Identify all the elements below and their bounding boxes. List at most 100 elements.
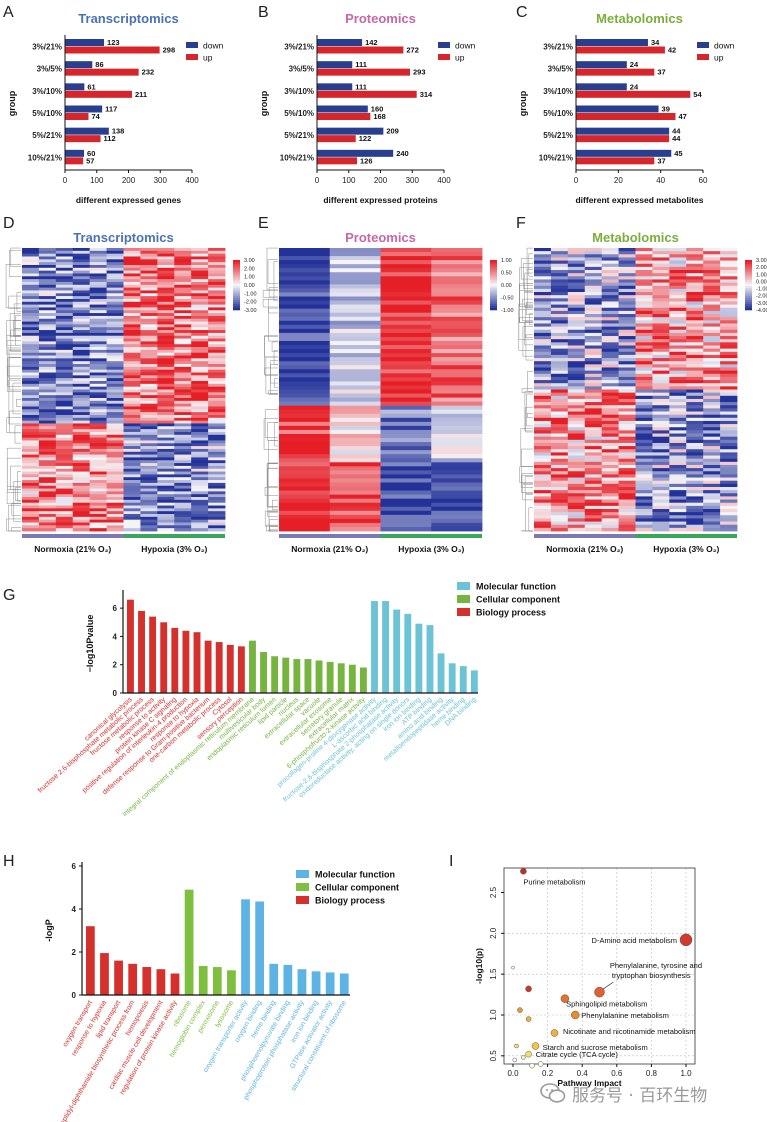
category-label: 3%/21%: [543, 43, 573, 52]
heat-cell: [567, 317, 586, 321]
heat-cell: [669, 257, 687, 261]
heat-cell: [55, 431, 74, 436]
heat-cell: [123, 437, 141, 441]
heat-cell: [720, 254, 738, 258]
heat-cell: [669, 477, 687, 482]
heat-cell: [601, 351, 619, 356]
heat-cell: [431, 514, 483, 520]
heat-cell: [38, 313, 57, 317]
heat-cell: [618, 455, 636, 460]
heat-cell: [106, 514, 124, 518]
heat-cell: [431, 268, 483, 273]
heat-cell: [618, 298, 636, 302]
bar-cc: [359, 667, 367, 693]
heat-cell: [686, 505, 704, 510]
heat-cell: [601, 354, 619, 359]
heat-cell: [635, 367, 653, 372]
x-tick-label: 0.0: [507, 1069, 519, 1078]
heat-cell: [55, 369, 74, 373]
heat-cell: [22, 281, 40, 286]
heat-cell: [584, 433, 603, 438]
heat-cell: [279, 288, 331, 293]
group-bar-normoxia: [279, 534, 381, 538]
heat-cell: [123, 364, 141, 368]
heat-cell: [618, 282, 636, 287]
heat-cell: [174, 400, 192, 405]
heat-cell: [123, 525, 141, 529]
heat-cell: [38, 298, 57, 303]
bar-bp: [156, 969, 166, 995]
x-tick-label: 200: [122, 176, 136, 185]
heat-cell: [720, 276, 738, 280]
heat-cell: [123, 423, 141, 427]
heat-cell: [22, 310, 40, 314]
heat-cell: [567, 490, 586, 494]
heat-cell: [72, 400, 91, 405]
heat-cell: [567, 452, 586, 456]
heat-cell: [22, 321, 40, 325]
heat-cell: [174, 468, 192, 472]
heat-cell: [72, 347, 91, 351]
heat-cell: [567, 512, 586, 516]
category-label: 3%/21%: [32, 43, 62, 52]
heat-cell: [584, 458, 603, 463]
heat-cell: [22, 318, 40, 322]
heat-cell: [635, 314, 653, 318]
heat-cell: [431, 498, 483, 504]
heat-cell: [534, 527, 552, 532]
heat-cell: [618, 405, 636, 409]
heat-cell: [55, 327, 74, 331]
bar-down: [65, 39, 105, 46]
x-tick-label: 0.8: [646, 1069, 658, 1078]
heat-cell: [140, 298, 158, 303]
scatter-point: [525, 1016, 532, 1022]
heat-cell: [55, 341, 74, 345]
heat-cell: [55, 264, 74, 269]
heat-cell: [208, 491, 226, 495]
heat-cell: [380, 373, 432, 378]
heat-cell: [208, 443, 226, 447]
heat-cell: [174, 264, 192, 269]
heat-cell: [431, 272, 483, 277]
heat-cell: [567, 496, 586, 500]
heat-cell: [174, 448, 192, 453]
heat-cell: [38, 296, 57, 300]
heat-cell: [618, 348, 636, 353]
heat-cell: [123, 296, 141, 300]
heat-cell: [652, 279, 670, 283]
heat-cell: [534, 483, 552, 488]
heat-cell: [72, 321, 91, 325]
heat-cell: [720, 248, 738, 252]
heat-cell: [89, 420, 107, 424]
heat-cell: [601, 307, 619, 312]
heat-cell: [174, 304, 192, 308]
chart-title: Proteomics: [345, 230, 416, 245]
heat-cell: [38, 293, 57, 297]
heat-cell: [686, 508, 704, 513]
heat-cell: [584, 292, 603, 296]
y-tick-label: 1.0: [489, 1009, 498, 1021]
heat-cell: [123, 505, 141, 509]
heat-cell: [72, 431, 91, 436]
heat-cell: [635, 276, 653, 280]
heat-cell: [22, 400, 40, 405]
heat-cell: [720, 273, 738, 277]
heat-cell: [652, 461, 670, 466]
heat-cell: [550, 354, 569, 359]
heat-cell: [652, 339, 670, 343]
heat-cell: [329, 421, 381, 427]
heat-cell: [55, 522, 74, 526]
heat-cell: [550, 474, 569, 478]
heat-cell: [89, 372, 107, 376]
heat-cell: [89, 330, 107, 334]
heat-cell: [140, 454, 158, 458]
heat-cell: [601, 405, 619, 409]
heat-cell: [38, 409, 57, 413]
heat-cell: [635, 336, 653, 340]
heat-cell: [157, 332, 175, 337]
heat-cell: [106, 465, 124, 470]
heat-cell: [601, 326, 619, 331]
heat-cell: [89, 369, 107, 373]
heat-cell: [89, 315, 107, 320]
